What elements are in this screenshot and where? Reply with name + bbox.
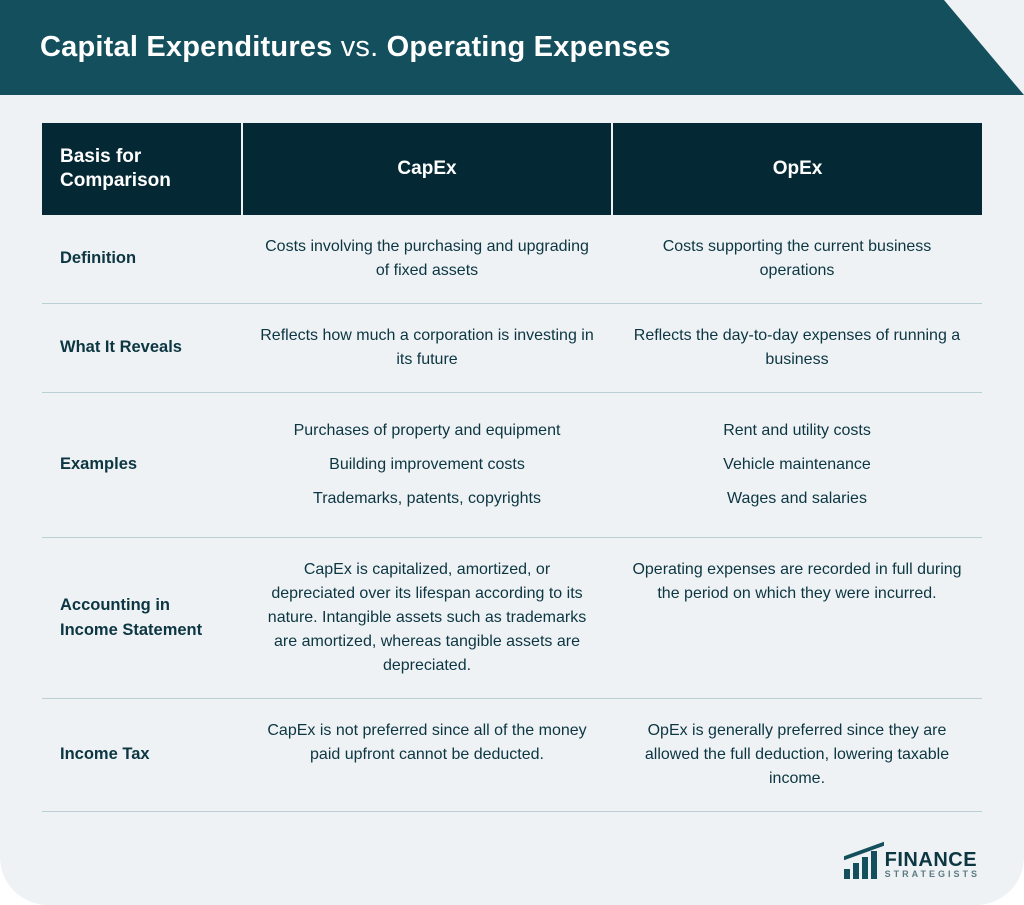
- row-basis: What It Reveals: [42, 303, 242, 392]
- cell-capex: Reflects how much a corporation is inves…: [242, 303, 612, 392]
- cell-capex: Costs involving the purchasing and upgra…: [242, 215, 612, 304]
- row-basis: Definition: [42, 215, 242, 304]
- comparison-table-wrap: Basis for Comparison CapEx OpEx Definiti…: [0, 95, 1024, 812]
- cell-capex: Purchases of property and equipment Buil…: [242, 392, 612, 537]
- list-item: Trademarks, patents, copyrights: [260, 487, 594, 511]
- col-header-basis: Basis for Comparison: [42, 123, 242, 215]
- examples-list-opex: Rent and utility costs Vehicle maintenan…: [630, 419, 964, 511]
- title-part-b: Operating Expenses: [387, 31, 671, 63]
- bars-icon: [844, 851, 877, 879]
- brand-tagline: STRATEGISTS: [885, 870, 980, 879]
- title-part-vs: vs.: [332, 31, 386, 63]
- list-item: Wages and salaries: [630, 487, 964, 511]
- brand-text: FINANCE STRATEGISTS: [885, 851, 980, 879]
- cell-opex: Operating expenses are recorded in full …: [612, 537, 982, 698]
- table-row: Examples Purchases of property and equip…: [42, 392, 982, 537]
- table-row: Definition Costs involving the purchasin…: [42, 215, 982, 304]
- cell-opex: Costs supporting the current business op…: [612, 215, 982, 304]
- title-banner: Capital Expenditures vs. Operating Expen…: [0, 0, 1024, 95]
- col-header-opex: OpEx: [612, 123, 982, 215]
- comparison-table: Basis for Comparison CapEx OpEx Definiti…: [42, 123, 982, 812]
- table-row: Accounting in Income Statement CapEx is …: [42, 537, 982, 698]
- row-basis: Accounting in Income Statement: [42, 537, 242, 698]
- cell-capex: CapEx is capitalized, amortized, or depr…: [242, 537, 612, 698]
- row-basis: Income Tax: [42, 698, 242, 811]
- list-item: Building improvement costs: [260, 453, 594, 477]
- cell-opex: Reflects the day-to-day expenses of runn…: [612, 303, 982, 392]
- list-item: Vehicle maintenance: [630, 453, 964, 477]
- cell-capex: CapEx is not preferred since all of the …: [242, 698, 612, 811]
- list-item: Purchases of property and equipment: [260, 419, 594, 443]
- page-title: Capital Expenditures vs. Operating Expen…: [40, 31, 671, 64]
- list-item: Rent and utility costs: [630, 419, 964, 443]
- cell-opex: Rent and utility costs Vehicle maintenan…: [612, 392, 982, 537]
- col-header-capex: CapEx: [242, 123, 612, 215]
- examples-list-capex: Purchases of property and equipment Buil…: [260, 419, 594, 511]
- table-row: Income Tax CapEx is not preferred since …: [42, 698, 982, 811]
- title-part-a: Capital Expenditures: [40, 31, 332, 63]
- cell-opex: OpEx is generally preferred since they a…: [612, 698, 982, 811]
- brand-logo: FINANCE STRATEGISTS: [844, 851, 980, 879]
- table-row: What It Reveals Reflects how much a corp…: [42, 303, 982, 392]
- infographic-card: Capital Expenditures vs. Operating Expen…: [0, 0, 1024, 905]
- brand-name: FINANCE: [885, 851, 980, 870]
- row-basis: Examples: [42, 392, 242, 537]
